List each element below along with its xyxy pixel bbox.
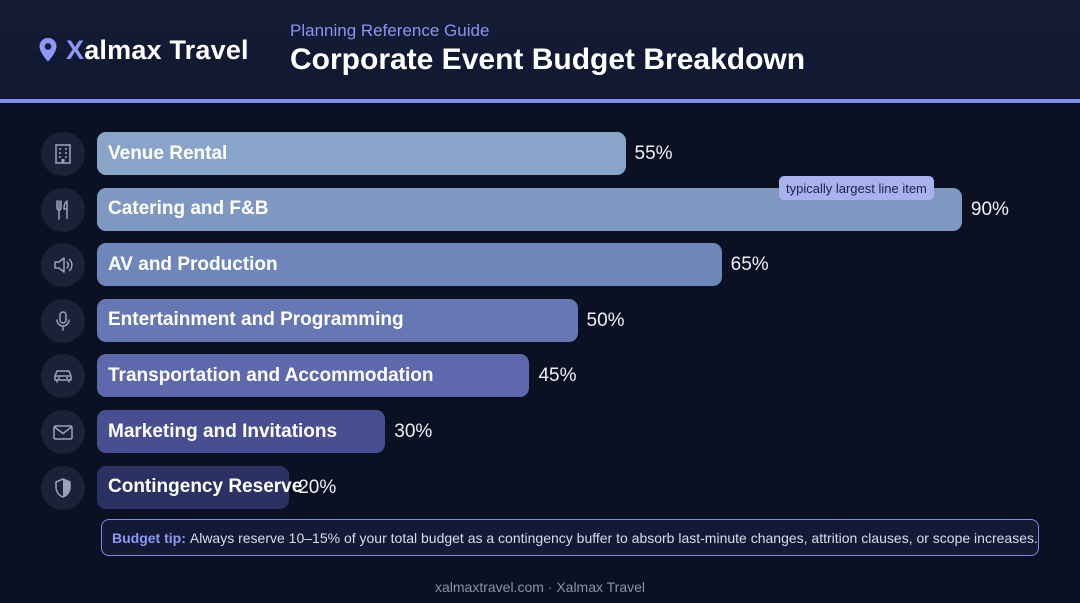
annotation-callout: typically largest line item [779,176,934,200]
data-label: 90% [970,198,1009,220]
budget-tip-box: Budget tip: Always reserve 10–15% of you… [101,519,1039,556]
chart-row: Contingency Reserve 20% [0,465,1080,510]
chart-row: Entertainment and Programming 50% [0,298,1080,343]
car-icon [41,354,85,399]
bar: Marketing and Invitations [97,410,386,453]
utensils-icon [41,187,85,232]
page-title: Corporate Event Budget Breakdown [290,43,806,76]
brand-logo: Xalmax Travel [38,32,249,68]
data-label: 20% [298,476,337,498]
page-subtitle: Planning Reference Guide [290,21,490,40]
bar: Contingency Reserve [97,465,302,509]
envelope-icon [41,410,85,454]
category-label: Contingency Reserve [108,476,303,498]
bar: AV and Production [97,243,722,287]
chart-row: AV and Production 65% [0,243,1080,288]
building-icon [41,132,85,176]
bar: Entertainment and Programming [97,298,578,342]
microphone-icon [41,298,85,343]
footer-text: xalmaxtravel.com · Xalmax Travel [434,579,646,595]
data-label: 45% [538,365,577,387]
data-label: 65% [730,254,769,276]
data-label: 55% [634,143,673,164]
category-label: Venue Rental [108,142,228,164]
category-label: Entertainment and Programming [108,309,404,331]
chart-row: Venue Rental 55% [0,132,1080,176]
category-label: Transportation and Accommodation [108,364,434,386]
header [0,0,1080,100]
budget-tip-text: Always reserve 10–15% of your total budg… [189,529,1038,546]
data-label: 30% [394,421,433,442]
shield-icon [41,465,85,510]
category-label: Catering and F&B [108,198,269,220]
chart-row: Transportation and Accommodation 45% [0,354,1080,399]
location-pin-icon [39,38,57,62]
chart-row: Marketing and Invitations 30% [0,410,1080,454]
speaker-icon [41,243,85,288]
budget-tip-label: Budget tip: [112,529,186,546]
data-label: 50% [586,309,625,331]
bar: Venue Rental [97,132,626,175]
bar: Transportation and Accommodation [97,354,530,398]
brand-name: Xalmax Travel [66,34,249,65]
category-label: AV and Production [108,253,278,275]
category-label: Marketing and Invitations [108,420,338,442]
header-divider [0,99,1080,103]
